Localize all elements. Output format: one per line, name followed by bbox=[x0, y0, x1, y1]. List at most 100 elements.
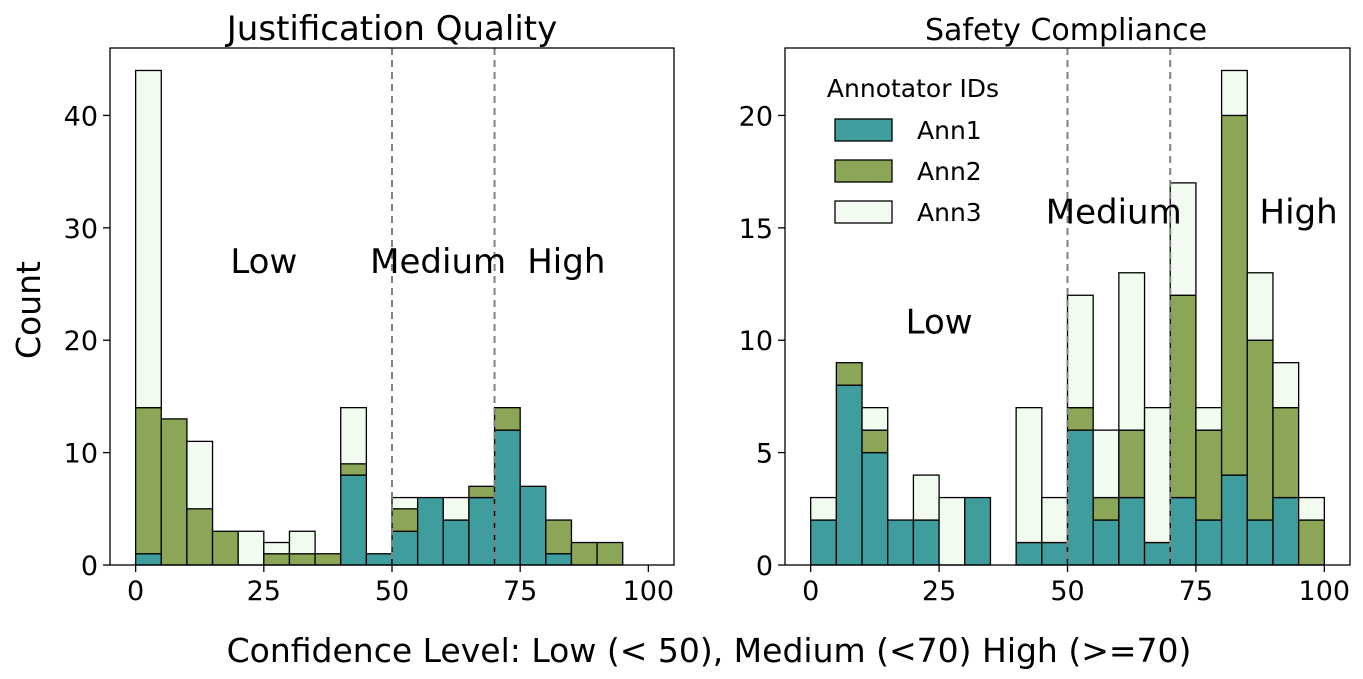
bar-ann1-bin-80 bbox=[545, 553, 573, 566]
legend-label-ann3: Ann3 bbox=[917, 198, 982, 227]
y-tick-label: 20 bbox=[739, 101, 773, 132]
bar-ann3-bin-50 bbox=[1066, 294, 1094, 409]
threshold-lines bbox=[1066, 48, 1172, 565]
y-tick-label: 40 bbox=[64, 101, 98, 132]
bar-ann1-bin-60 bbox=[442, 519, 470, 566]
bar-ann1-bin-20 bbox=[912, 519, 940, 566]
bar-ann3-bin-40 bbox=[340, 407, 368, 465]
bar-ann2-bin-90 bbox=[596, 541, 624, 566]
annotation-low: Low bbox=[230, 242, 297, 282]
y-tick-label: 30 bbox=[64, 214, 98, 245]
bar-ann1-bin-40 bbox=[1015, 541, 1043, 566]
bar-ann3-bin-10 bbox=[861, 407, 889, 431]
bar-ann2-bin-75 bbox=[1195, 429, 1223, 521]
bar-ann1-bin-45 bbox=[365, 553, 393, 566]
x-tick-label: 75 bbox=[1179, 576, 1213, 607]
bar-ann3-bin-80 bbox=[1220, 69, 1248, 117]
chart-title: Justification Quality bbox=[225, 9, 557, 49]
bar-ann3-bin-95 bbox=[1297, 496, 1325, 521]
bar-ann2-bin-50 bbox=[391, 508, 419, 532]
bar-ann2-bin-25 bbox=[263, 553, 291, 566]
bar-ann3-bin-25 bbox=[938, 496, 966, 566]
y-ticks: 0 5 10 15 20 bbox=[739, 101, 785, 582]
region-annotations: Low Medium High bbox=[906, 192, 1338, 342]
bar-ann3-bin-20 bbox=[912, 474, 940, 521]
x-ticks: 0 25 50 75 100 bbox=[802, 565, 1350, 607]
panel-justification-quality: Justification Quality Low Medium High 0 25 5… bbox=[64, 9, 675, 607]
annotation-high: High bbox=[527, 242, 605, 282]
bar-ann3-bin-40 bbox=[1015, 407, 1043, 544]
annotation-medium: Medium bbox=[370, 242, 506, 282]
threshold-lines bbox=[391, 48, 496, 565]
bar-ann3-bin-60 bbox=[442, 496, 470, 521]
bar-ann3-bin-55 bbox=[1092, 429, 1120, 499]
bar-ann1-bin-85 bbox=[1246, 519, 1274, 566]
x-tick-label: 75 bbox=[503, 576, 537, 607]
bar-ann2-bin-0 bbox=[134, 407, 162, 555]
bar-ann1-bin-90 bbox=[1272, 496, 1300, 566]
x-ticks: 0 25 50 75 100 bbox=[127, 565, 674, 607]
bar-ann1-bin-65 bbox=[468, 496, 496, 566]
bar-ann2-bin-35 bbox=[314, 553, 342, 566]
bar-ann3-bin-60 bbox=[1118, 272, 1146, 431]
bar-ann3-bin-10 bbox=[186, 440, 214, 510]
x-tick-label: 50 bbox=[1050, 576, 1084, 607]
chart-title: Safety Compliance bbox=[925, 13, 1207, 48]
legend-swatch-ann2 bbox=[834, 159, 893, 183]
bar-ann3-bin-70 bbox=[1169, 182, 1197, 296]
bar-ann1-bin-70 bbox=[1169, 496, 1197, 566]
bar-ann2-bin-85 bbox=[1246, 339, 1274, 521]
bars-group bbox=[810, 69, 1325, 566]
legend-label-ann2: Ann2 bbox=[917, 157, 982, 186]
bar-ann2-bin-90 bbox=[1272, 407, 1300, 499]
bar-ann3-bin-50 bbox=[391, 496, 419, 510]
bar-ann1-bin-45 bbox=[1041, 541, 1069, 566]
y-tick-label: 0 bbox=[81, 551, 98, 582]
bar-ann1-bin-50 bbox=[1066, 429, 1094, 566]
bar-ann3-bin-25 bbox=[263, 541, 291, 555]
bar-ann2-bin-40 bbox=[340, 463, 368, 476]
x-tick-label: 25 bbox=[922, 576, 956, 607]
legend-swatch-ann1 bbox=[834, 118, 893, 142]
bar-ann1-bin-60 bbox=[1118, 496, 1146, 566]
bar-ann2-bin-50 bbox=[1066, 407, 1094, 431]
bar-ann1-bin-0 bbox=[134, 553, 162, 566]
bar-ann3-bin-85 bbox=[1246, 272, 1274, 341]
y-tick-label: 20 bbox=[64, 326, 98, 357]
x-tick-label: 0 bbox=[802, 576, 819, 607]
bar-ann2-bin-85 bbox=[570, 541, 598, 566]
bar-ann3-bin-20 bbox=[237, 530, 265, 566]
bar-ann2-bin-5 bbox=[160, 418, 188, 566]
x-axis-label: Confidence Level: Low (< 50), Medium (<7… bbox=[227, 631, 1192, 670]
bar-ann2-bin-10 bbox=[861, 429, 889, 454]
legend-swatch-ann3 bbox=[834, 200, 893, 224]
bar-ann2-bin-30 bbox=[288, 553, 316, 566]
bar-ann1-bin-75 bbox=[1195, 519, 1223, 566]
bar-ann2-bin-80 bbox=[1220, 114, 1248, 476]
bar-ann2-bin-15 bbox=[211, 530, 239, 566]
bars-group bbox=[134, 69, 624, 566]
annotation-high: High bbox=[1260, 192, 1338, 232]
bar-ann2-bin-70 bbox=[1169, 294, 1197, 499]
bar-ann1-bin-0 bbox=[810, 519, 838, 566]
bar-ann1-bin-40 bbox=[340, 474, 368, 566]
y-tick-label: 0 bbox=[756, 551, 773, 582]
bar-ann1-bin-75 bbox=[519, 485, 547, 566]
bar-ann2-bin-55 bbox=[1092, 496, 1120, 521]
bar-ann1-bin-30 bbox=[964, 496, 992, 566]
bar-ann2-bin-5 bbox=[835, 362, 863, 386]
legend-title: Annotator IDs bbox=[827, 74, 999, 103]
bar-ann1-bin-5 bbox=[835, 384, 863, 566]
y-ticks: 0 10 20 30 40 bbox=[64, 101, 110, 582]
bar-ann2-bin-80 bbox=[545, 519, 573, 555]
bar-ann3-bin-90 bbox=[1272, 362, 1300, 409]
y-axis-label: Count bbox=[9, 261, 48, 359]
bar-ann3-bin-65 bbox=[1143, 407, 1171, 544]
bar-ann2-bin-60 bbox=[1118, 429, 1146, 499]
y-tick-label: 10 bbox=[739, 326, 773, 357]
y-tick-label: 5 bbox=[756, 439, 773, 470]
legend-label-ann1: Ann1 bbox=[917, 116, 982, 145]
bar-ann3-bin-45 bbox=[1041, 496, 1069, 544]
